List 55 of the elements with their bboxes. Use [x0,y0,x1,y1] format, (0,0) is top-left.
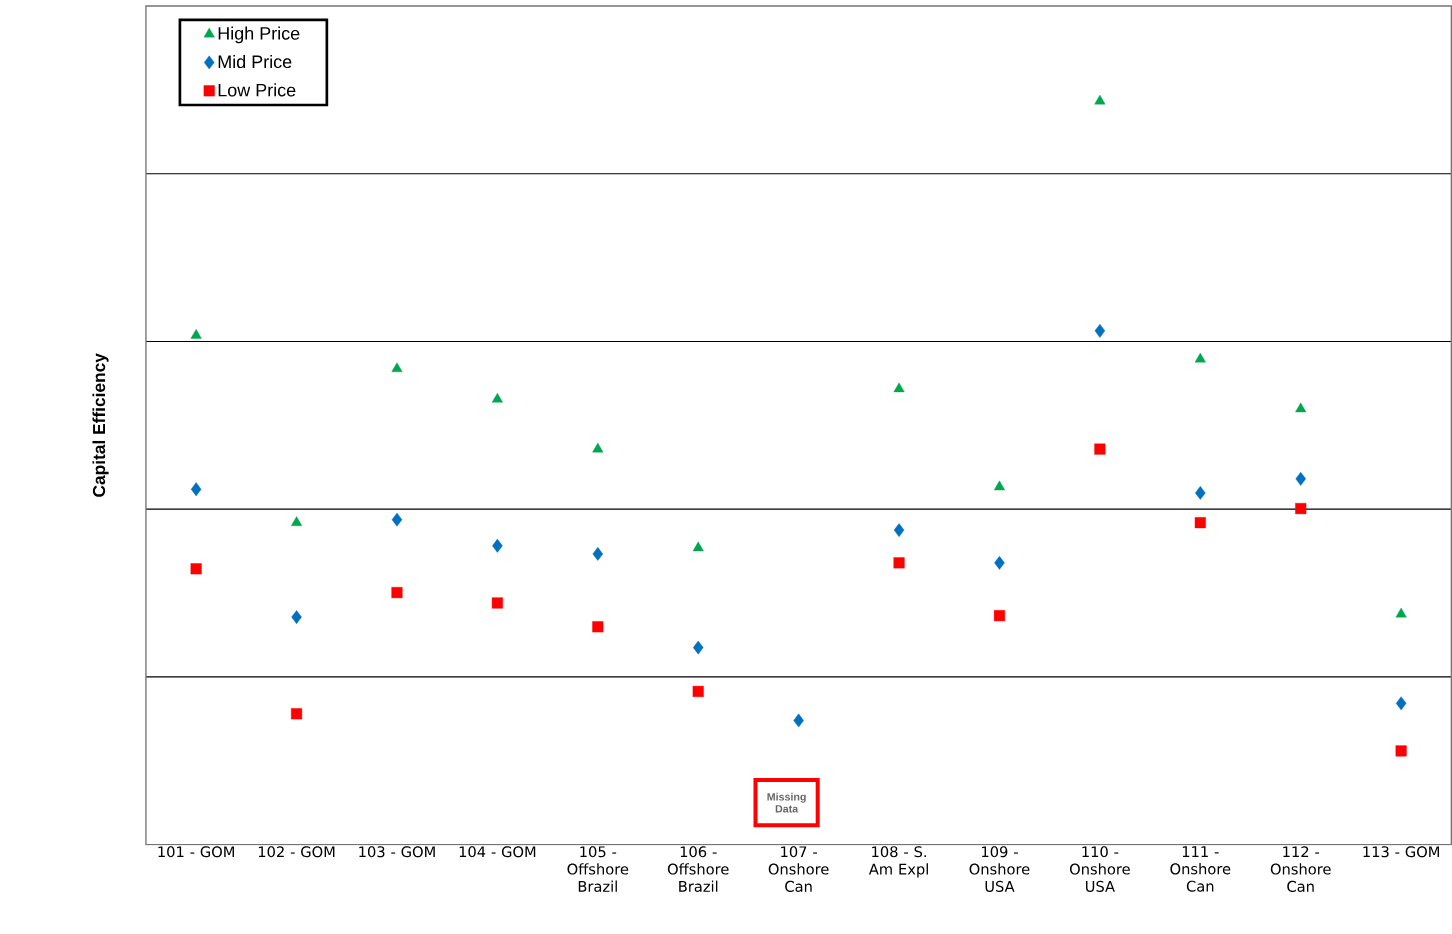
point [190,329,202,339]
point [893,382,905,393]
point [993,480,1005,491]
point [491,393,503,403]
x-tick-label: 103 - GOM [359,846,435,858]
point [1094,324,1106,338]
point [1094,95,1106,105]
x-tick-label: 101 - GOM [158,846,234,858]
point [692,541,704,552]
point [1195,486,1206,501]
x-tick-label: 112 - Onshore Can [1270,846,1331,893]
x-tick-label: 106 - Offshore Brazil [667,846,729,893]
point [492,539,503,553]
point [592,547,603,561]
point [291,610,302,625]
point [190,482,202,497]
x-tick-label: 105 - Offshore Brazil [567,846,629,893]
point [1194,353,1206,363]
point [1295,503,1307,515]
point [1395,696,1407,711]
point [491,597,503,609]
point [592,621,604,633]
x-tick-label: 110 - Onshore USA [1069,846,1130,893]
point [1295,402,1307,413]
point [391,587,403,599]
point [391,362,403,373]
legend-label: Mid Price [218,55,292,69]
x-tick-label: 113 - GOM [1363,846,1439,858]
point [190,563,202,575]
x-tick-label: 108 - S. Am Expl [868,846,928,878]
point [391,513,403,527]
x-tick-label: 109 - Onshore USA [969,846,1030,893]
legend-label: High Price [218,26,300,44]
point [1295,472,1306,486]
point [793,713,804,728]
point [1395,608,1407,618]
point [893,523,905,538]
x-tick-label: 104 - GOM [459,846,536,858]
point [993,610,1005,622]
point [291,708,303,720]
point [1094,443,1106,455]
point [693,640,704,655]
legend-label: Low Price [218,83,296,97]
point [592,442,604,453]
point [994,556,1005,570]
y-axis-title: Capital Efficiency [92,353,109,498]
x-tick-label: 111 - Onshore Can [1170,846,1231,892]
point [893,557,905,569]
annotation: Missing Data [767,792,806,813]
point [291,516,303,527]
point [1194,517,1206,529]
point [1395,745,1407,757]
x-tick-label: 102 - GOM [258,846,335,858]
x-tick-label: 107 - Onshore Can [768,846,829,893]
point [692,686,704,698]
